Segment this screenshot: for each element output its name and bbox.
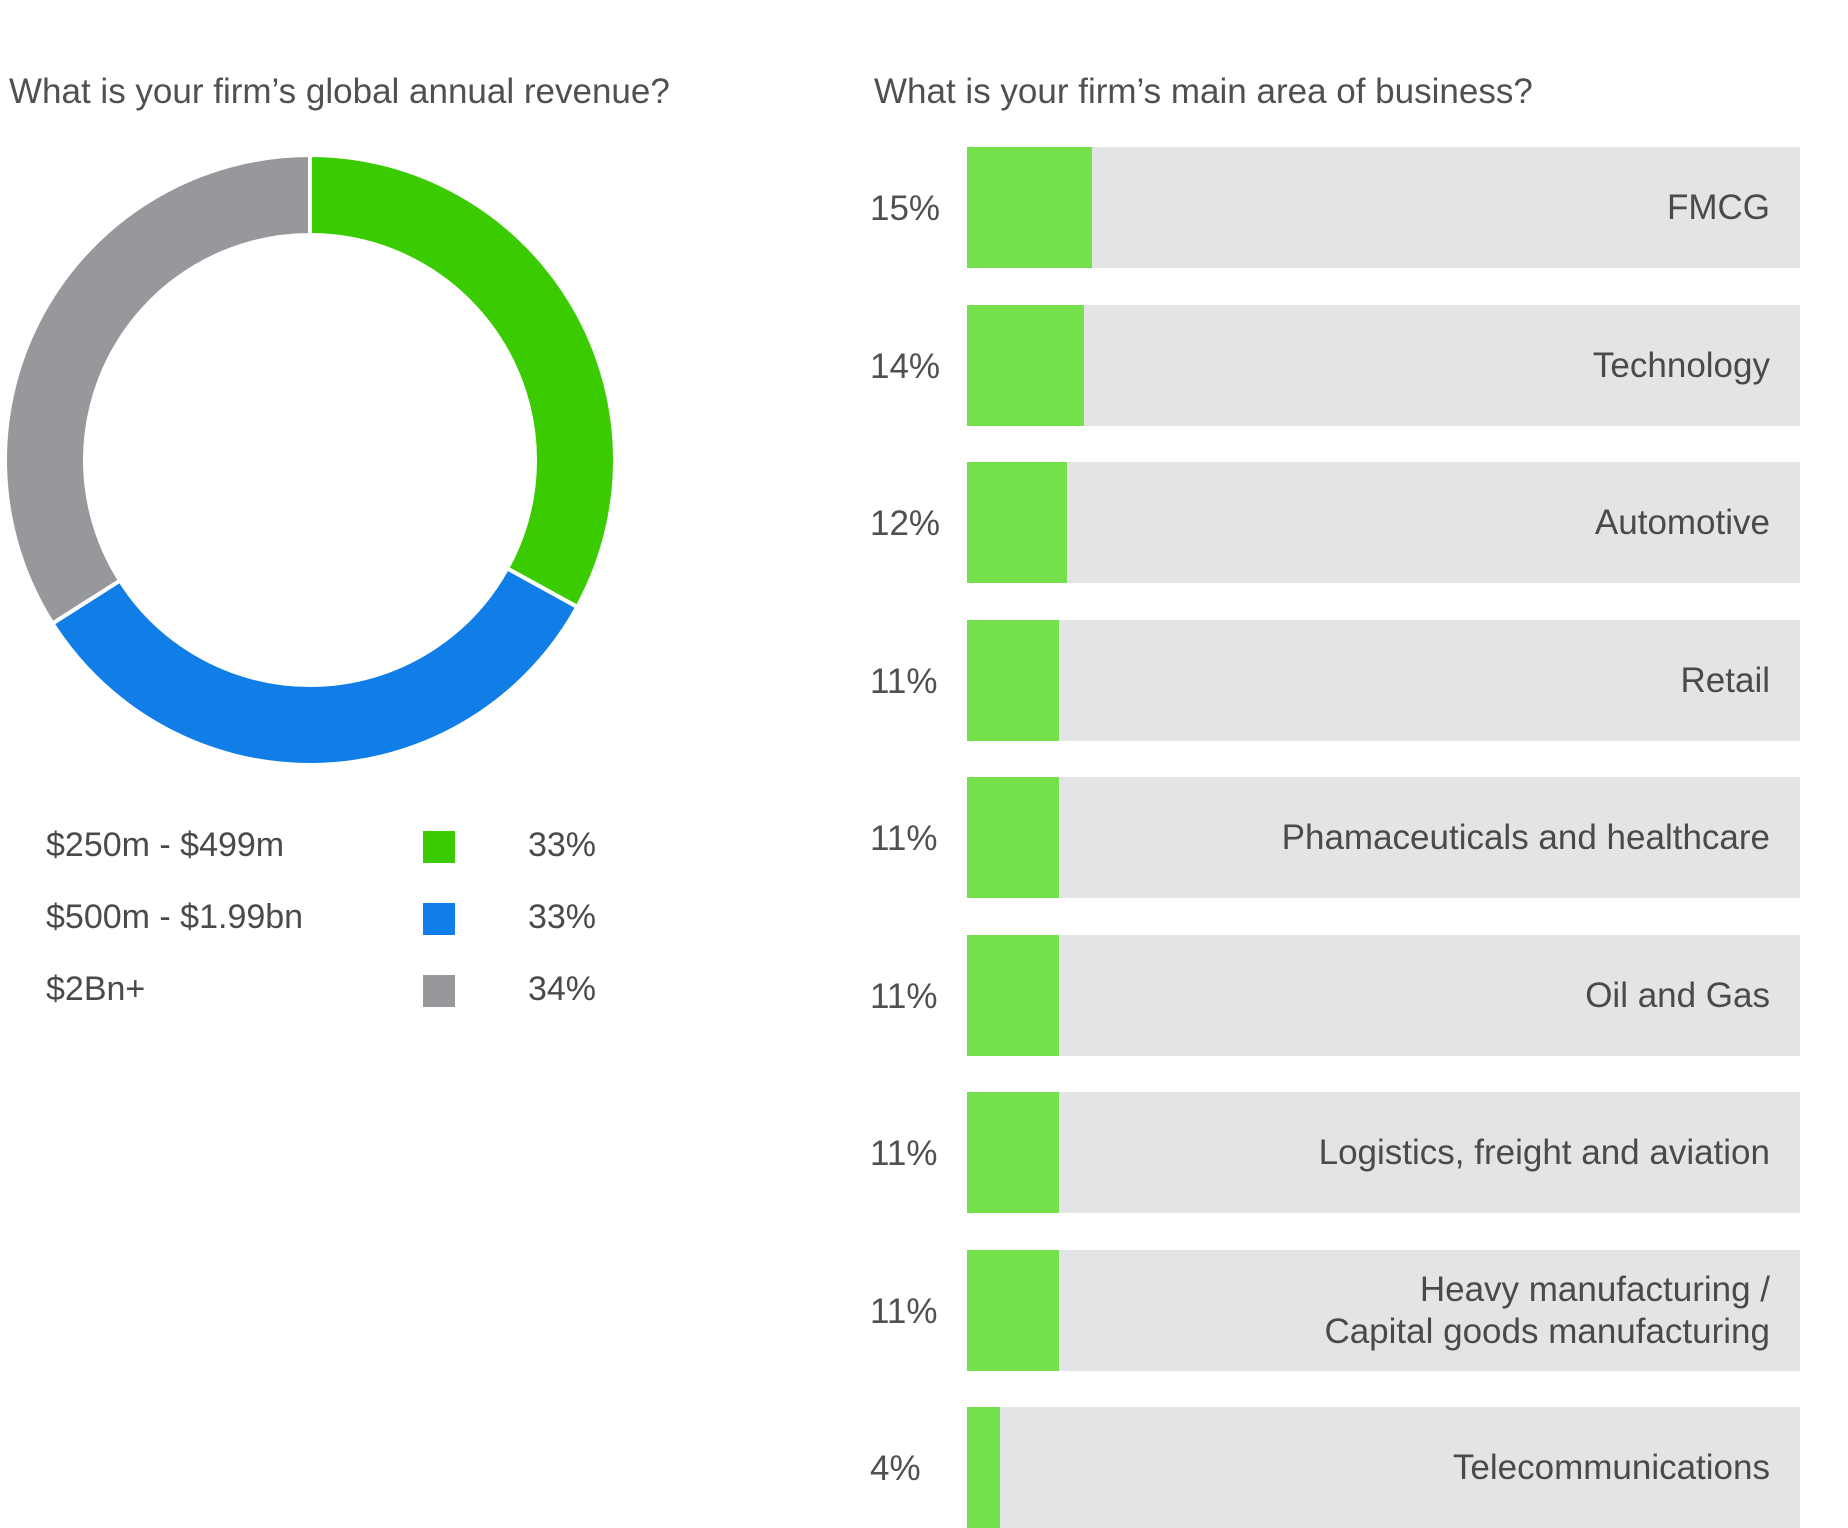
legend-item: $500m - $1.99bn 33% bbox=[46, 898, 596, 938]
revenue-chart-title: What is your firm’s global annual revenu… bbox=[9, 72, 670, 111]
bar-category-label: Technology bbox=[1592, 345, 1770, 385]
legend-label: $2Bn+ bbox=[46, 970, 146, 1008]
bar-value-label: 11% bbox=[870, 662, 938, 701]
bar-category-label: Retail bbox=[1680, 660, 1770, 700]
business-chart-title: What is your firm’s main area of busines… bbox=[874, 72, 1533, 111]
bar-track: Technology bbox=[967, 305, 1800, 426]
bar-category-label: Heavy manufacturing / Capital goods manu… bbox=[1324, 1269, 1770, 1351]
bar-fill bbox=[967, 1407, 1000, 1528]
bar-row: 11% Heavy manufacturing / Capital goods m… bbox=[870, 1250, 1800, 1371]
bar-fill bbox=[967, 1092, 1059, 1213]
bar-fill bbox=[967, 462, 1067, 583]
bar-row: 14% Technology bbox=[870, 305, 1800, 426]
legend-item: $2Bn+ 34% bbox=[46, 970, 596, 1010]
bar-row: 11% Oil and Gas bbox=[870, 935, 1800, 1056]
bar-row: 4% Telecommunications bbox=[870, 1407, 1800, 1528]
bar-value-label: 12% bbox=[870, 504, 941, 543]
bar-fill bbox=[967, 1250, 1059, 1371]
bar-category-label: Phamaceuticals and healthcare bbox=[1281, 817, 1770, 857]
bar-value-label: 14% bbox=[870, 347, 941, 386]
bar-track: FMCG bbox=[967, 147, 1800, 268]
bar-category-label: FMCG bbox=[1666, 187, 1770, 227]
bar-value-label: 11% bbox=[870, 819, 938, 858]
donut-slice-3 bbox=[3, 152, 312, 627]
bar-fill bbox=[967, 305, 1084, 426]
bar-value-label: 15% bbox=[870, 189, 941, 228]
bar-category-label: Telecommunications bbox=[1452, 1447, 1770, 1487]
bar-track: Retail bbox=[967, 620, 1800, 741]
bar-track: Phamaceuticals and healthcare bbox=[967, 777, 1800, 898]
legend-swatch bbox=[423, 903, 455, 935]
bar-category-label: Oil and Gas bbox=[1585, 975, 1770, 1015]
bar-value-label: 11% bbox=[870, 1292, 938, 1331]
bar-row: 11% Phamaceuticals and healthcare bbox=[870, 777, 1800, 898]
donut-slice-2 bbox=[49, 565, 580, 767]
bar-value-label: 11% bbox=[870, 1134, 938, 1173]
bar-value-label: 11% bbox=[870, 977, 938, 1016]
legend-value: 33% bbox=[527, 898, 596, 936]
bar-value-label: 4% bbox=[870, 1449, 921, 1488]
bar-row: 11% Logistics, freight and aviation bbox=[870, 1092, 1800, 1213]
bar-track: Heavy manufacturing / Capital goods manu… bbox=[967, 1250, 1800, 1371]
bar-category-label: Automotive bbox=[1594, 502, 1770, 542]
bar-fill bbox=[967, 777, 1059, 898]
bar-fill bbox=[967, 620, 1059, 741]
bar-track: Logistics, freight and aviation bbox=[967, 1092, 1800, 1213]
bar-row: 11% Retail bbox=[870, 620, 1800, 741]
bar-fill bbox=[967, 147, 1092, 268]
bar-row: 12% Automotive bbox=[870, 462, 1800, 583]
legend-label: $250m - $499m bbox=[46, 826, 285, 864]
legend-value: 33% bbox=[527, 826, 596, 864]
bar-track: Automotive bbox=[967, 462, 1800, 583]
legend-swatch bbox=[423, 975, 455, 1007]
bar-track: Telecommunications bbox=[967, 1407, 1800, 1528]
legend-swatch bbox=[423, 831, 455, 863]
bar-fill bbox=[967, 935, 1059, 1056]
legend-value: 34% bbox=[527, 970, 596, 1008]
bar-row: 15% FMCG bbox=[870, 147, 1800, 268]
legend-label: $500m - $1.99bn bbox=[46, 898, 304, 936]
bar-category-label: Logistics, freight and aviation bbox=[1318, 1132, 1770, 1172]
legend-item: $250m - $499m 33% bbox=[46, 826, 596, 866]
donut-slice-1 bbox=[308, 152, 617, 610]
revenue-donut-chart bbox=[3, 152, 617, 767]
bar-track: Oil and Gas bbox=[967, 935, 1800, 1056]
